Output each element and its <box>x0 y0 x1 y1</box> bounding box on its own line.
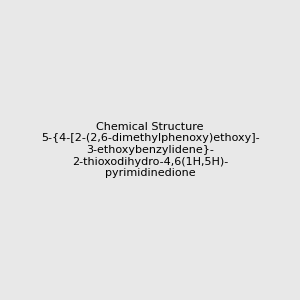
Text: Chemical Structure
5-{4-[2-(2,6-dimethylphenoxy)ethoxy]-
3-ethoxybenzylidene}-
2: Chemical Structure 5-{4-[2-(2,6-dimethyl… <box>41 122 259 178</box>
